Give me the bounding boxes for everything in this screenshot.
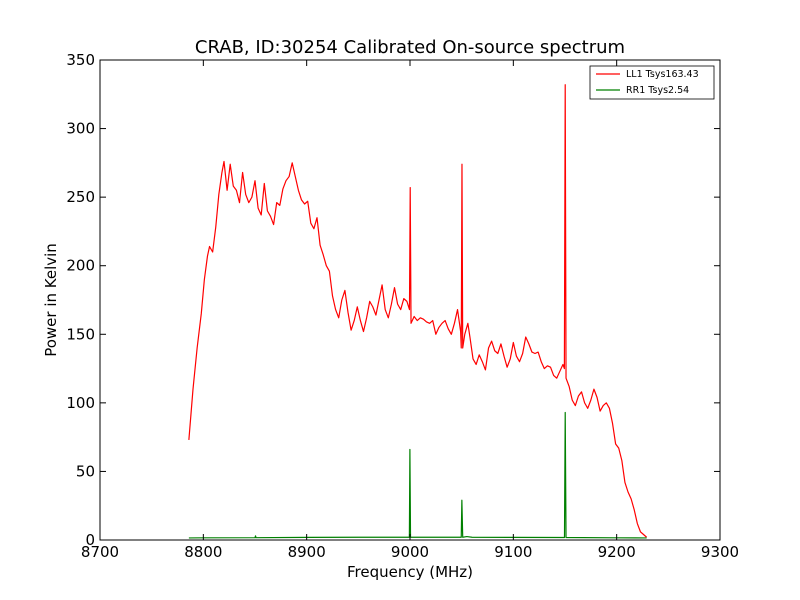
legend-label-rr1: RR1 Tsys2.54 [626, 85, 689, 96]
series-line-0 [188, 84, 648, 538]
y-tick-label: 0 [85, 531, 95, 549]
legend-label-ll1: LL1 Tsys163.43 [626, 69, 699, 80]
x-axis-ticks: 8700 8800 8900 9000 9100 9200 9300 [81, 60, 739, 561]
y-tick-label: 300 [66, 120, 95, 138]
x-tick-label: 8800 [184, 543, 222, 561]
x-tick-label: 8900 [288, 543, 326, 561]
x-axis-label: Frequency (MHz) [347, 563, 473, 581]
legend-box [589, 65, 715, 100]
x-tick-label: 9300 [701, 543, 739, 561]
x-tick-label: 9000 [391, 543, 429, 561]
y-tick-label: 50 [76, 462, 95, 480]
series-line-1 [188, 411, 647, 539]
y-axis-ticks: 0 50 100 150 200 250 300 350 [66, 51, 720, 549]
x-tick-label: 8700 [81, 543, 119, 561]
series-layer [188, 84, 648, 539]
y-tick-label: 150 [66, 325, 95, 343]
chart-title: CRAB, ID:30254 Calibrated On-source spec… [195, 37, 625, 58]
legend: LL1 Tsys163.43 RR1 Tsys2.54 [589, 65, 715, 100]
y-tick-label: 100 [66, 394, 95, 412]
y-tick-label: 250 [66, 188, 95, 206]
y-tick-label: 200 [66, 257, 95, 275]
y-tick-label: 350 [66, 51, 95, 69]
x-tick-label: 9200 [598, 543, 636, 561]
x-tick-label: 9100 [494, 543, 532, 561]
y-axis-label: Power in Kelvin [42, 243, 60, 357]
